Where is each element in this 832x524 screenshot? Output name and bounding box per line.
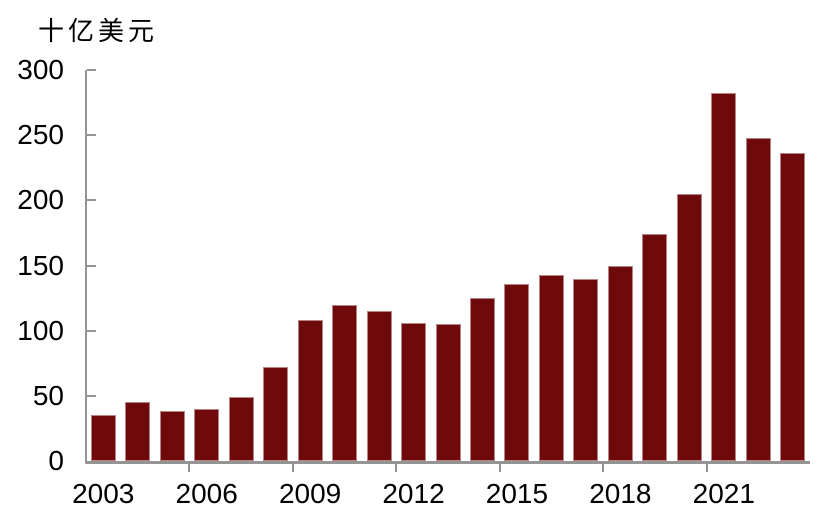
- bar-2010: [332, 304, 358, 461]
- bar-2015: [504, 283, 530, 461]
- y-axis-line: [85, 70, 87, 464]
- bar-2007: [228, 397, 254, 461]
- y-axis-tick-label: 50: [32, 379, 64, 411]
- x-axis-tick: [291, 464, 294, 472]
- y-axis-tick: [87, 134, 96, 137]
- x-axis-tick: [602, 464, 605, 472]
- x-axis-tick-label: 2006: [175, 478, 238, 509]
- x-axis-tick-label: 2015: [485, 478, 549, 509]
- bar-2016: [538, 274, 564, 461]
- y-axis-tick: [87, 199, 96, 202]
- bar-2022: [745, 137, 771, 461]
- y-axis-tick: [87, 394, 96, 397]
- x-axis-tick: [498, 464, 501, 472]
- bar-2012: [401, 322, 427, 461]
- x-axis-tick: [395, 464, 398, 472]
- bar-2019: [642, 234, 668, 461]
- x-axis-tick-label: 2018: [589, 478, 652, 509]
- y-axis-tick-label: 100: [17, 314, 64, 346]
- bar-2017: [573, 278, 599, 461]
- y-axis-tick-label: 250: [17, 119, 64, 151]
- bar-2011: [366, 311, 392, 461]
- bar-2004: [125, 402, 151, 461]
- y-axis-tick-label: 200: [17, 184, 64, 216]
- bar-2014: [469, 298, 495, 461]
- y-axis-tick-label: 150: [17, 249, 64, 281]
- y-axis-tick: [87, 69, 96, 71]
- x-axis-tick: [705, 464, 708, 472]
- bar-2006: [194, 408, 220, 461]
- bar-2018: [607, 265, 633, 461]
- bar-2009: [297, 320, 323, 461]
- bar-2008: [263, 367, 289, 461]
- bar-2005: [159, 411, 185, 461]
- bar-2023: [780, 153, 806, 461]
- bar-2020: [676, 193, 702, 461]
- y-axis-tick-label: 300: [17, 54, 64, 85]
- y-axis-tick-label: 0: [48, 445, 64, 476]
- bar-2013: [435, 324, 461, 461]
- y-axis-unit-label: 十亿美元: [38, 16, 159, 46]
- x-axis-tick-label: 2021: [692, 478, 755, 509]
- x-axis-tick-label: 2012: [382, 478, 445, 509]
- bar-2021: [711, 93, 737, 461]
- bar-2003: [90, 415, 116, 461]
- x-axis-line: [85, 461, 810, 464]
- x-axis-tick-label: 2003: [72, 478, 135, 509]
- x-axis-tick-label: 2009: [278, 478, 342, 509]
- y-axis-tick: [87, 329, 96, 332]
- y-axis-tick: [87, 264, 96, 267]
- x-axis-tick: [188, 464, 191, 472]
